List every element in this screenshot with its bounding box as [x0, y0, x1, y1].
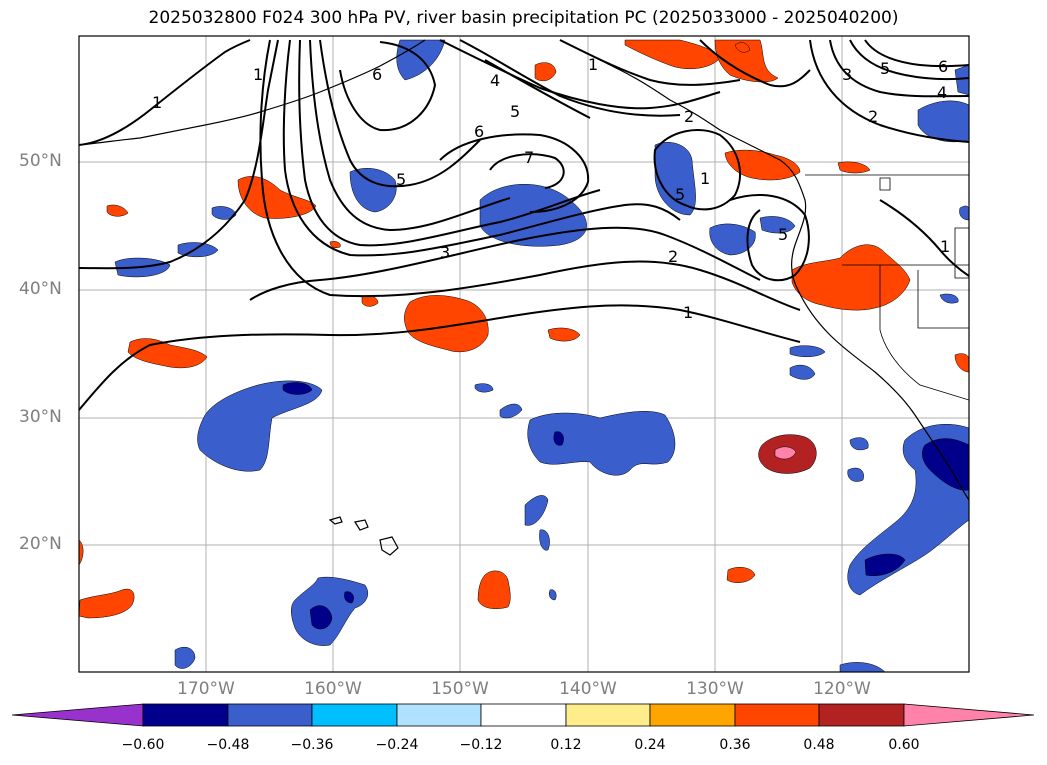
lon-label-160w: 160°W: [304, 679, 362, 699]
contour-label: 5: [675, 185, 685, 204]
contour-label: 4: [490, 71, 500, 90]
contour-label: 7: [524, 148, 534, 167]
lon-label-140w: 140°W: [559, 679, 617, 699]
contour-label: 1: [152, 93, 162, 112]
contour-label: 5: [778, 225, 788, 244]
colorbar-segment: [142, 703, 229, 727]
colorbar-tick-label: 0.24: [634, 737, 666, 753]
contour-label: 1: [253, 65, 263, 84]
colorbar-tick-label: −0.48: [206, 737, 250, 753]
colorbar-segment: [649, 703, 736, 727]
colorbar-segment: [396, 703, 482, 727]
lon-label-170w: 170°W: [177, 679, 235, 699]
contour-label: 6: [474, 122, 484, 141]
colorbar-tick-label: −0.60: [121, 737, 165, 753]
contour-label: 3: [842, 65, 852, 84]
contour-label: 1: [700, 169, 710, 188]
contour-label: 2: [868, 107, 878, 126]
colorbar-segment: [818, 703, 905, 727]
contour-label: 5: [396, 170, 406, 189]
colorbar-segment: [480, 703, 567, 727]
lat-label-50n: 50°N: [19, 151, 62, 171]
contour-label: 5: [510, 102, 520, 121]
colorbar-tick-label: −0.24: [375, 737, 419, 753]
colorbar-segment: [227, 703, 313, 727]
colorbar-min-extension: [11, 703, 144, 727]
political-boundaries: [805, 174, 969, 401]
lon-label-150w: 150°W: [431, 679, 489, 699]
contour-label: 6: [372, 65, 382, 84]
graticule: [79, 36, 969, 672]
lon-label-120w: 120°W: [813, 679, 871, 699]
contour-label: 1: [940, 237, 950, 256]
map-frame: [78, 35, 970, 673]
colorbar: [11, 703, 1035, 727]
contour-label: 1: [683, 303, 693, 322]
contour-label: 2: [668, 247, 678, 266]
lat-label-20n: 20°N: [19, 534, 62, 554]
contour-label: 4: [937, 83, 947, 102]
map-panel: [79, 36, 969, 672]
contour-label: 5: [880, 59, 890, 78]
colorbar-max-extension: [903, 703, 1035, 727]
map-title: 2025032800 F024 300 hPa PV, river basin …: [148, 8, 899, 28]
colorbar-segment: [734, 703, 820, 727]
contour-label: 1: [588, 55, 598, 74]
pv-contours: [79, 39, 969, 411]
colorbar-tick-label: 0.60: [888, 737, 920, 753]
positive-anomaly-areas: [79, 39, 969, 619]
colorbar-tick-label: 0.48: [803, 737, 835, 753]
colorbar-tick-label: −0.12: [459, 737, 503, 753]
lon-label-130w: 130°W: [686, 679, 744, 699]
negative-anomaly-areas: [114, 39, 969, 672]
contour-labels: 1 1 1 2 3 4 5 6 7 5 6 5 2 1 3 4 5 6 1 2 …: [152, 55, 950, 322]
contour-label: 6: [938, 57, 948, 76]
colorbar-tick-label: 0.36: [719, 737, 751, 753]
colorbar-segment: [311, 703, 398, 727]
contour-label: 3: [440, 243, 450, 262]
colorbar-tick-label: −0.36: [290, 737, 334, 753]
lat-label-40n: 40°N: [19, 279, 62, 299]
contour-label: 2: [684, 107, 694, 126]
colorbar-tick-label: 0.12: [550, 737, 582, 753]
colorbar-segment: [565, 703, 651, 727]
lat-label-30n: 30°N: [19, 407, 62, 427]
